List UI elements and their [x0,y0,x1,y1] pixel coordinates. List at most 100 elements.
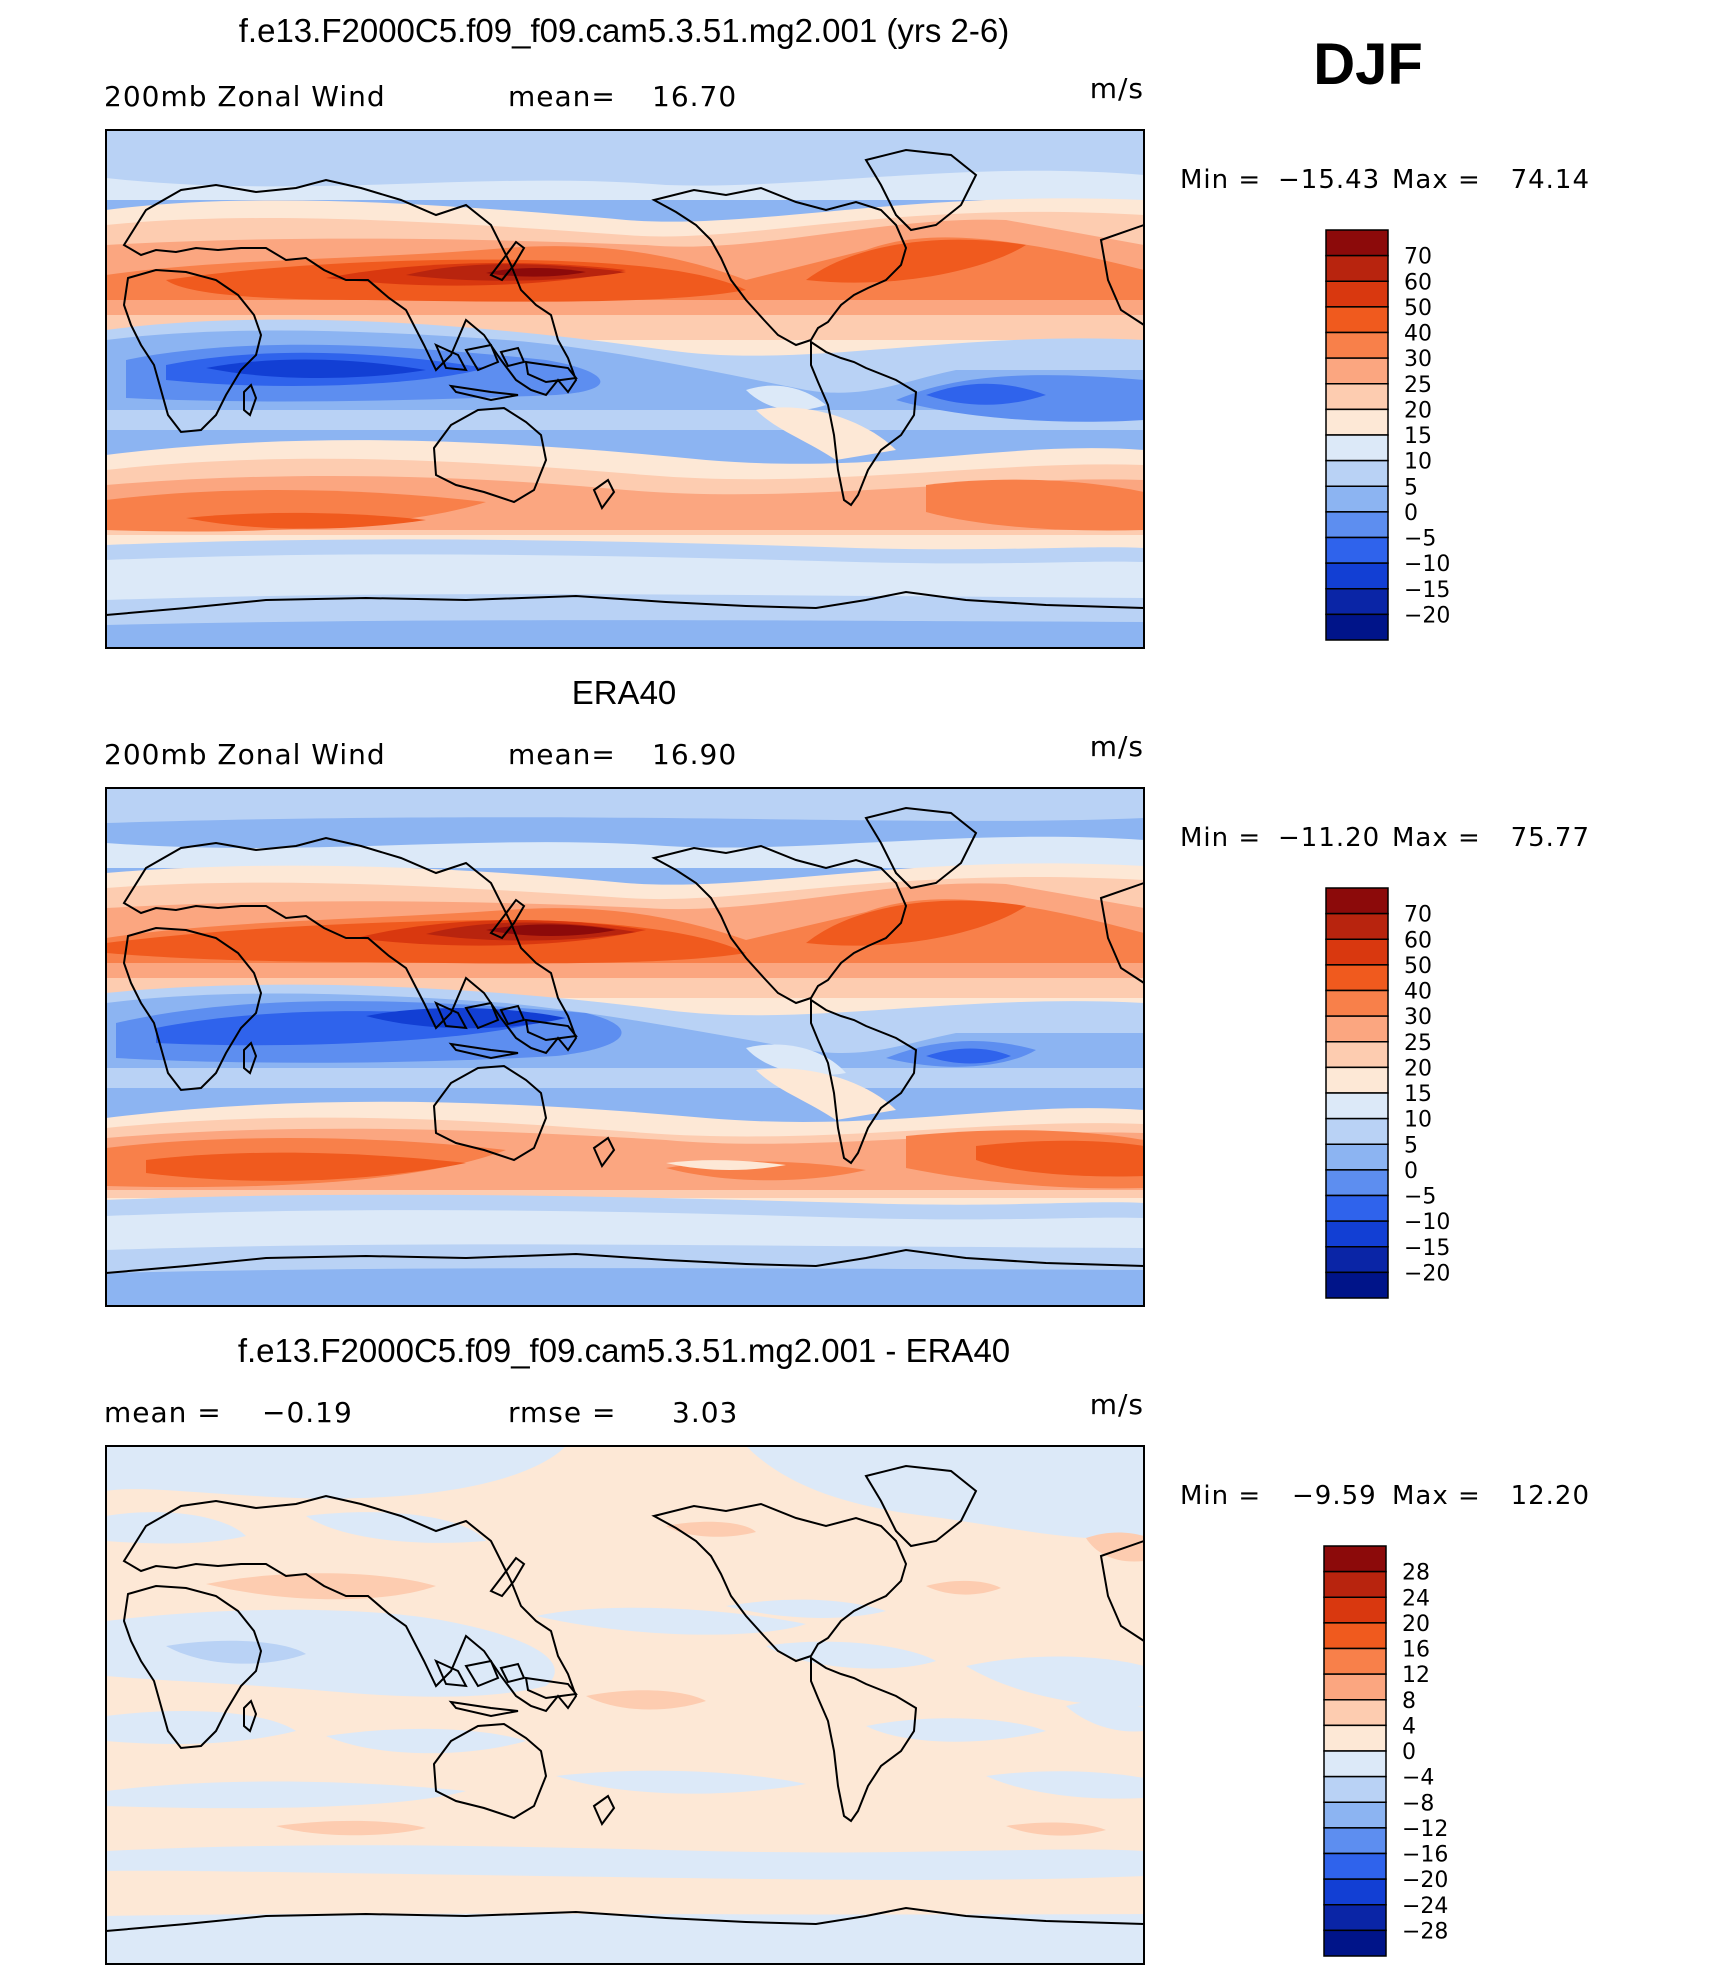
colorbar-tick-label: 8 [1402,1689,1416,1714]
units-label: m/s [1090,730,1144,763]
colorbar-tick-label: −15 [1404,578,1450,603]
colorbar-tick-label: 10 [1404,1108,1432,1133]
colorbar-swatch [1325,1015,1389,1043]
colorbar-tick-label: 60 [1404,270,1432,295]
season-label: DJF [1313,32,1423,97]
colorbar-tick-label: 16 [1402,1638,1430,1663]
map-model [105,129,1145,649]
colorbar-swatch [1323,1801,1387,1829]
colorbar-swatch [1325,938,1389,966]
colorbar-tick-label: −10 [1404,552,1450,577]
colorbar-tick-label: −28 [1402,1919,1448,1944]
mean-label: mean= [508,80,616,113]
colorbar-swatch [1323,1545,1387,1573]
min-value: −9.59 [1292,1481,1377,1511]
max-value: 74.14 [1511,165,1590,195]
mean-label: mean= [508,738,616,771]
colorbar-tick-label: −10 [1404,1210,1450,1235]
rmse-label: rmse = [508,1396,616,1429]
colorbar-tick-label: −8 [1402,1791,1434,1816]
colorbar-swatch [1323,1724,1387,1752]
colorbar-swatch [1325,331,1389,359]
colorbar-swatch [1325,459,1389,487]
colorbar-swatch [1323,1622,1387,1650]
colorbar-tick-label: 15 [1404,424,1432,449]
colorbar-swatch [1325,912,1389,940]
min-label: Min = [1180,823,1261,853]
colorbar-swatch [1323,1904,1387,1932]
colorbar-swatch [1323,1827,1387,1855]
colorbar-tick-label: 50 [1404,954,1432,979]
colorbar-swatch [1325,588,1389,616]
min-value: −15.43 [1278,165,1380,195]
colorbar-swatch [1323,1929,1387,1957]
colorbar-tick-label: 40 [1404,322,1432,347]
max-value: 75.77 [1511,823,1590,853]
colorbar-swatch [1325,1220,1389,1248]
panel-title: ERA40 [572,674,677,711]
colorbar-tick-label: 20 [1404,398,1432,423]
colorbar-swatch [1325,1271,1389,1299]
min-label: Min = [1180,165,1261,195]
max-label: Max = [1392,1481,1481,1511]
min-value: −11.20 [1278,823,1380,853]
colorbar-tick-label: 10 [1404,450,1432,475]
colorbar-swatch [1323,1570,1387,1598]
colorbar-swatch [1325,562,1389,590]
colorbar-tick-label: 70 [1404,903,1432,928]
colorbar-swatch [1323,1673,1387,1701]
mean-label: mean = [104,1396,222,1429]
colorbar-tick-label: 20 [1402,1612,1430,1637]
colorbar-tick-label: 60 [1404,928,1432,953]
colorbar-tick-label: −20 [1402,1868,1448,1893]
colorbar-swatch [1325,229,1389,257]
colorbar-tick-label: 40 [1404,980,1432,1005]
max-label: Max = [1392,165,1481,195]
colorbar-tick-label: 5 [1404,1133,1418,1158]
colorbar-tick-label: −16 [1402,1843,1448,1868]
max-value: 12.20 [1511,1481,1590,1511]
colorbar-tick-label: −12 [1402,1817,1448,1842]
colorbar-tick-label: 20 [1404,1056,1432,1081]
colorbar-swatch [1325,1041,1389,1069]
colorbar-swatch [1325,1143,1389,1171]
colorbar-tick-label: −24 [1402,1894,1448,1919]
colorbar-swatch [1323,1596,1387,1624]
colorbar-swatch [1325,511,1389,539]
colorbar-swatch [1325,485,1389,513]
colorbar-tick-label: −5 [1404,527,1436,552]
colorbar-tick-label: 50 [1404,296,1432,321]
colorbar-swatch [1325,408,1389,436]
colorbar-swatch [1323,1878,1387,1906]
colorbar-swatch [1325,306,1389,334]
units-label: m/s [1090,1388,1144,1421]
colorbar-swatch [1325,536,1389,564]
colorbar-tick-label: 70 [1404,245,1432,270]
units-label: m/s [1090,72,1144,105]
colorbar-swatch [1323,1699,1387,1727]
colorbar-tick-label: 0 [1404,501,1418,526]
panel-obs: ERA40 200mb Zonal Wind mean= 16.90 m/s [104,674,1590,1307]
colorbar-tick-label: 0 [1402,1740,1416,1765]
colorbar-swatch [1325,613,1389,641]
colorbar-swatch [1323,1852,1387,1880]
colorbar-tick-label: 5 [1404,475,1418,500]
colorbar-tick-label: 30 [1404,1005,1432,1030]
colorbar-swatch [1323,1750,1387,1778]
mean-value: 16.70 [652,80,737,113]
colorbar-tick-label: −15 [1404,1236,1450,1261]
colorbar-tick-label: 30 [1404,347,1432,372]
colorbar-tick-label: 25 [1404,373,1432,398]
colorbar-swatch [1323,1775,1387,1803]
colorbar-swatch [1325,357,1389,385]
colorbar-swatch [1323,1647,1387,1675]
mean-value: −0.19 [262,1396,353,1429]
colorbar-swatch [1325,1169,1389,1197]
colorbar-tick-label: −20 [1404,1261,1450,1286]
colorbar-swatch [1325,434,1389,462]
colorbar-tick-label: 28 [1402,1561,1430,1586]
panel-model: f.e13.F2000C5.f09_f09.cam5.3.51.mg2.001 … [104,12,1590,649]
min-label: Min = [1180,1481,1261,1511]
